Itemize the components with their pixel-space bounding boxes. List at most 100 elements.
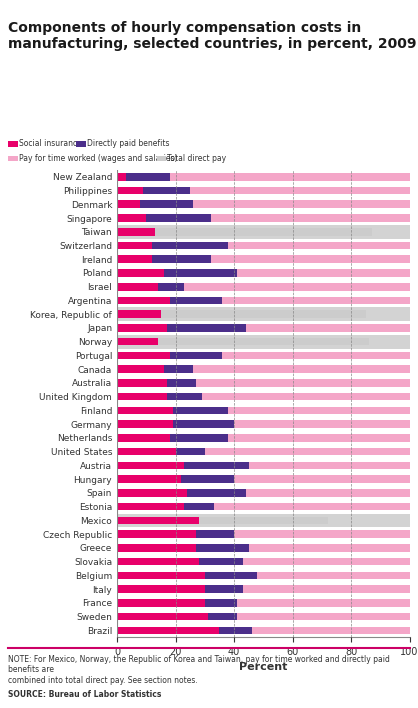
Bar xyxy=(252,627,410,634)
Bar xyxy=(117,586,205,593)
Bar xyxy=(237,613,410,620)
Bar xyxy=(237,599,410,607)
Bar xyxy=(117,310,161,318)
Bar xyxy=(146,215,211,222)
Bar xyxy=(193,200,410,208)
Bar xyxy=(117,187,143,194)
Bar xyxy=(152,241,228,249)
Bar xyxy=(199,517,328,524)
Bar xyxy=(117,283,158,290)
Bar xyxy=(117,338,158,346)
Bar xyxy=(237,269,410,277)
Bar xyxy=(117,256,152,263)
Bar xyxy=(117,513,410,527)
Bar xyxy=(190,187,410,194)
Bar xyxy=(193,365,410,373)
Text: NOTE: For Mexico, Norway, the Republic of Korea and Taiwan, pay for time worked : NOTE: For Mexico, Norway, the Republic o… xyxy=(8,655,390,685)
Bar xyxy=(161,310,366,318)
Bar xyxy=(187,489,246,497)
Bar xyxy=(199,558,243,566)
Bar xyxy=(196,530,234,538)
Bar xyxy=(117,462,184,469)
Bar xyxy=(205,586,243,593)
Bar xyxy=(173,421,234,428)
Bar xyxy=(117,530,196,538)
Bar xyxy=(117,335,410,348)
Bar xyxy=(211,215,410,222)
Bar xyxy=(214,503,410,510)
Bar xyxy=(202,393,410,401)
Bar xyxy=(117,269,164,277)
Bar xyxy=(234,421,410,428)
Bar xyxy=(170,352,222,359)
Bar xyxy=(164,365,193,373)
Bar xyxy=(211,256,410,263)
Bar xyxy=(184,283,410,290)
Bar xyxy=(143,187,190,194)
Bar xyxy=(167,379,196,387)
Bar xyxy=(205,599,237,607)
Bar xyxy=(117,613,208,620)
Bar xyxy=(170,173,410,181)
Bar xyxy=(126,173,170,181)
Bar xyxy=(117,544,196,552)
Bar xyxy=(117,475,181,483)
Bar xyxy=(228,434,410,442)
Bar xyxy=(117,307,410,321)
Bar xyxy=(249,544,410,552)
Bar xyxy=(164,269,237,277)
Bar xyxy=(228,241,410,249)
Bar xyxy=(257,571,410,579)
Text: SOURCE: Bureau of Labor Statistics: SOURCE: Bureau of Labor Statistics xyxy=(8,690,162,700)
Bar xyxy=(196,544,249,552)
Text: Pay for time worked (wages and salaries): Pay for time worked (wages and salaries) xyxy=(19,154,177,163)
Bar xyxy=(249,462,410,469)
Bar xyxy=(117,434,170,442)
Bar xyxy=(167,393,202,401)
Bar xyxy=(246,324,410,332)
Bar xyxy=(184,503,214,510)
Bar xyxy=(228,406,410,414)
Bar xyxy=(117,503,184,510)
Bar xyxy=(234,475,410,483)
Bar xyxy=(205,448,410,455)
Bar xyxy=(155,228,372,236)
Bar xyxy=(117,297,170,304)
Bar xyxy=(246,489,410,497)
Bar xyxy=(173,406,228,414)
Bar xyxy=(117,406,173,414)
Text: Components of hourly compensation costs in
manufacturing, selected countries, in: Components of hourly compensation costs … xyxy=(8,21,417,52)
Bar xyxy=(117,200,140,208)
Bar xyxy=(117,225,410,239)
Bar xyxy=(117,324,167,332)
Bar xyxy=(158,338,369,346)
Bar xyxy=(181,475,234,483)
Bar xyxy=(167,324,246,332)
Bar xyxy=(117,393,167,401)
Bar xyxy=(170,297,222,304)
X-axis label: Percent: Percent xyxy=(239,663,288,673)
Bar xyxy=(117,228,155,236)
Bar xyxy=(184,462,249,469)
Bar xyxy=(222,297,410,304)
Bar xyxy=(170,434,228,442)
Bar xyxy=(117,215,146,222)
Bar xyxy=(234,530,410,538)
Bar xyxy=(117,379,167,387)
Bar xyxy=(117,352,170,359)
Bar xyxy=(117,173,126,181)
Text: Directly paid benefits: Directly paid benefits xyxy=(87,139,169,148)
Bar xyxy=(222,352,410,359)
Bar xyxy=(158,283,184,290)
Bar xyxy=(117,599,205,607)
Bar xyxy=(219,627,252,634)
Bar xyxy=(243,558,410,566)
Bar xyxy=(117,241,152,249)
Text: Social insurance: Social insurance xyxy=(19,139,82,148)
Text: Total direct pay: Total direct pay xyxy=(167,154,226,163)
Bar xyxy=(205,571,257,579)
Bar xyxy=(117,489,187,497)
Bar xyxy=(243,586,410,593)
Bar xyxy=(140,200,193,208)
Bar xyxy=(152,256,211,263)
